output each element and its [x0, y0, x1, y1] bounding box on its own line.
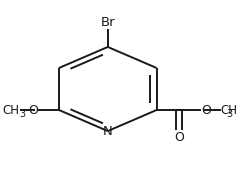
Text: CH: CH	[2, 104, 19, 117]
Text: N: N	[103, 125, 113, 138]
Text: Br: Br	[100, 16, 115, 29]
Text: O: O	[201, 104, 211, 117]
Text: O: O	[174, 130, 184, 143]
Text: 3: 3	[19, 109, 26, 119]
Text: CH: CH	[220, 104, 238, 117]
Text: 3: 3	[226, 109, 232, 119]
Text: O: O	[28, 104, 38, 117]
